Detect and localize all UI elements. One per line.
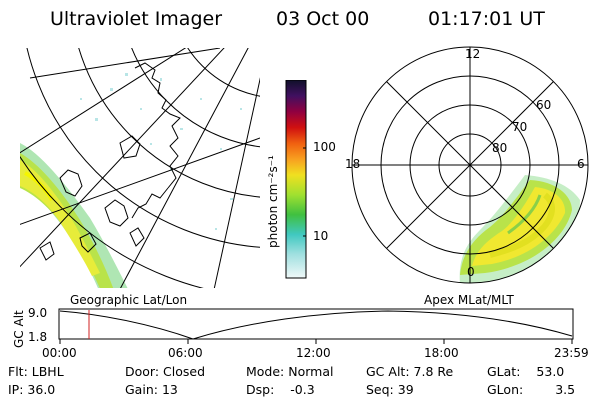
glat-value: 53.0 xyxy=(536,364,565,379)
ip-value: 36.0 xyxy=(27,382,56,397)
door-value: Closed xyxy=(163,364,206,379)
longitude-grid xyxy=(20,48,260,288)
auroral-emission-geo xyxy=(20,73,242,288)
altitude-xtick-2359: 23:59 xyxy=(554,346,589,360)
mode-label: Mode: xyxy=(246,364,285,379)
dsp-value: -0.3 xyxy=(290,382,315,397)
altitude-timeline-plot xyxy=(58,308,574,344)
dsp-label: Dsp: xyxy=(246,382,275,397)
altitude-ytick-9: 9.0 xyxy=(28,306,48,320)
mlt-label-12: 12 xyxy=(465,47,481,61)
polar-mlat-mlt-plot xyxy=(351,46,589,284)
geographic-panel-label: Geographic Lat/Lon xyxy=(70,293,188,307)
polar-grid xyxy=(351,46,589,284)
gain-value: 13 xyxy=(161,382,178,397)
glon-value: 3.5 xyxy=(555,382,576,397)
altitude-xtick-1800: 18:00 xyxy=(424,346,459,360)
glat-readout: GLat: 53.0 xyxy=(487,364,564,379)
altitude-ytick-1-8: 1.8 xyxy=(28,330,48,344)
ip-label: IP: xyxy=(8,382,24,397)
geographic-map xyxy=(20,48,260,288)
ip-readout: IP: 36.0 xyxy=(8,382,55,397)
coastlines xyxy=(39,62,181,261)
altitude-x-ticks xyxy=(59,339,573,344)
mlt-label-18: 18 xyxy=(345,157,361,171)
door-readout: Door: Closed xyxy=(125,364,205,379)
altitude-xtick-1200: 12:00 xyxy=(296,346,331,360)
gc-alt-value: 7.8 Re xyxy=(413,364,454,379)
gc-alt-label: GC Alt: xyxy=(366,364,410,379)
glat-label: GLat: xyxy=(487,364,521,379)
door-label: Door: xyxy=(125,364,160,379)
gc-alt-readout: GC Alt: 7.8 Re xyxy=(366,364,453,379)
seq-value: 39 xyxy=(397,382,414,397)
glon-readout: GLon: 3.5 xyxy=(487,382,575,397)
altitude-xtick-0600: 06:00 xyxy=(168,346,203,360)
altitude-xtick-0000: 00:00 xyxy=(42,346,77,360)
apex-panel-label: Apex MLat/MLT xyxy=(424,293,514,307)
mode-value: Normal xyxy=(288,364,334,379)
mode-readout: Mode: Normal xyxy=(246,364,334,379)
seq-label: Seq: xyxy=(366,382,394,397)
colorbar-unit-label: photon cm⁻²s⁻¹ xyxy=(266,155,280,248)
colorbar-tick-10: 10 xyxy=(313,229,329,243)
mlat-label-80: 80 xyxy=(492,141,508,155)
seq-readout: Seq: 39 xyxy=(366,382,414,397)
auroral-oval-emission xyxy=(459,175,580,283)
glon-label: GLon: xyxy=(487,382,524,397)
altitude-ylabel: GC Alt xyxy=(12,310,26,348)
dsp-readout: Dsp: -0.3 xyxy=(246,382,315,397)
filter-readout: Flt: LBHL xyxy=(8,364,64,379)
altitude-curve xyxy=(59,310,573,340)
mlt-label-6: 6 xyxy=(577,157,585,171)
filter-value: LBHL xyxy=(31,364,64,379)
observation-date: 03 Oct 00 xyxy=(276,8,370,30)
gain-label: Gain: xyxy=(125,382,158,397)
observation-time: 01:17:01 UT xyxy=(428,8,545,30)
gain-readout: Gain: 13 xyxy=(125,382,178,397)
mlat-label-70: 70 xyxy=(512,120,528,134)
colorbar-tick-100: 100 xyxy=(313,140,336,154)
instrument-title: Ultraviolet Imager xyxy=(50,8,223,30)
intensity-colorbar xyxy=(285,80,307,279)
filter-label: Flt: xyxy=(8,364,28,379)
mlt-label-0: 0 xyxy=(467,265,475,279)
mlat-label-60: 60 xyxy=(536,98,552,112)
